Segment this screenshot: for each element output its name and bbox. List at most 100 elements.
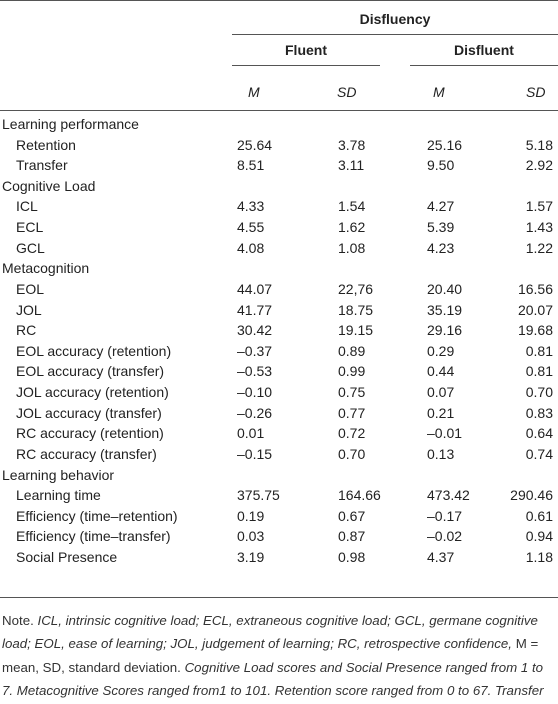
note-text: Cognitive Load scores and Social Presenc…	[2, 659, 544, 698]
row-label: Transfer	[16, 157, 68, 174]
cell-value: 5.18	[525, 136, 553, 153]
cell-value: 8.51	[237, 157, 265, 174]
cell-value: 30.42	[237, 322, 273, 339]
cell-value: 22,76	[338, 280, 374, 297]
cell-value: 0.98	[338, 549, 366, 566]
cell-value: –0.26	[237, 404, 273, 421]
note-text: Note.	[2, 613, 34, 628]
cell-value: 0.77	[338, 404, 366, 421]
cell-value: –0.37	[237, 342, 273, 359]
table-note: Note. ICL, intrinsic cognitive load; ECL…	[2, 609, 554, 704]
cell-value: 0.67	[338, 507, 366, 524]
cell-value: 25.16	[427, 136, 463, 153]
cell-value: –0.01	[427, 425, 463, 442]
row-label: RC accuracy (transfer)	[16, 445, 157, 462]
cell-value: –0.02	[427, 528, 463, 545]
cell-value: 35.19	[427, 301, 463, 318]
cell-value: 44.07	[237, 280, 273, 297]
cell-value: 1.43	[525, 219, 553, 236]
cell-value: 0.19	[237, 507, 265, 524]
note-text: ICL, intrinsic cognitive load; ECL, extr…	[2, 613, 538, 652]
cell-value: 41.77	[237, 301, 273, 318]
stat-header: M	[248, 84, 260, 100]
cell-value: 0.81	[525, 363, 553, 380]
section-title: Learning performance	[2, 116, 139, 132]
row-label: Social Presence	[16, 549, 118, 566]
cell-value: 1.18	[525, 549, 553, 566]
row-label: JOL	[16, 301, 42, 318]
cell-value: 0.89	[338, 342, 366, 359]
cell-value: 1.62	[338, 219, 366, 236]
cell-value: 290.46	[510, 487, 553, 504]
cell-value: 18.75	[338, 301, 374, 318]
cell-value: 3.78	[338, 136, 366, 153]
condition-header: Fluent	[285, 42, 327, 58]
cell-value: 1.54	[338, 198, 366, 215]
cell-value: 0.75	[338, 384, 366, 401]
cell-value: 0.07	[427, 384, 455, 401]
row-label: EOL accuracy (retention)	[16, 342, 172, 359]
stat-header: SD	[526, 84, 546, 100]
cell-value: 0.70	[338, 445, 366, 462]
cell-value: 0.94	[525, 528, 553, 545]
rule	[232, 65, 380, 66]
cell-value: 4.23	[427, 239, 455, 256]
cell-value: 164.66	[338, 487, 381, 504]
rule	[232, 34, 558, 35]
cell-value: 0.70	[525, 384, 553, 401]
stat-header: SD	[337, 84, 357, 100]
section-title: Cognitive Load	[2, 177, 96, 194]
cell-value: 19.68	[517, 322, 553, 339]
rule	[0, 110, 558, 111]
cell-value: 5.39	[427, 219, 455, 236]
cell-value: 4.33	[237, 198, 265, 215]
row-label: JOL accuracy (transfer)	[16, 404, 162, 421]
cell-value: 0.72	[338, 425, 366, 442]
cell-value: 20.40	[427, 280, 463, 297]
cell-value: 9.50	[427, 157, 455, 174]
cell-value: 0.61	[525, 507, 553, 524]
row-label: RC	[16, 322, 37, 339]
cell-value: 1.22	[525, 239, 553, 256]
row-label: GCL	[16, 239, 45, 256]
cell-value: 0.13	[427, 445, 455, 462]
row-label: Efficiency (time–transfer)	[16, 528, 171, 545]
row-label: EOL accuracy (transfer)	[16, 363, 165, 380]
cell-value: 19.15	[338, 322, 374, 339]
cell-value: 0.87	[338, 528, 366, 545]
condition-header: Disfluent	[454, 42, 514, 58]
cell-value: 0.83	[525, 404, 553, 421]
cell-value: 0.21	[427, 404, 455, 421]
cell-value: 0.81	[525, 342, 553, 359]
cell-value: 2.92	[525, 157, 553, 174]
cell-value: –0.15	[237, 445, 273, 462]
cell-value: 4.08	[237, 239, 265, 256]
cell-value: 473.42	[427, 487, 470, 504]
cell-value: 1.57	[525, 198, 553, 215]
cell-value: 3.11	[338, 157, 365, 174]
rule	[410, 65, 558, 66]
stat-header: M	[433, 84, 445, 100]
cell-value: –0.17	[427, 507, 463, 524]
row-label: ICL	[16, 198, 38, 215]
cell-value: 0.03	[237, 528, 265, 545]
row-label: RC accuracy (retention)	[16, 425, 164, 442]
cell-value: –0.10	[237, 384, 273, 401]
cell-value: 0.01	[237, 425, 265, 442]
cell-value: 20.07	[517, 301, 553, 318]
row-label: JOL accuracy (retention)	[16, 384, 169, 401]
cell-value: 25.64	[237, 136, 273, 153]
cell-value: 16.56	[517, 280, 553, 297]
row-label: EOL	[16, 280, 45, 297]
cell-value: 0.74	[525, 445, 553, 462]
cell-value: 4.55	[237, 219, 265, 236]
cell-value: 0.99	[338, 363, 366, 380]
cell-value: 0.64	[525, 425, 553, 442]
rule	[0, 597, 558, 598]
cell-value: 4.27	[427, 198, 455, 215]
note-text: M = mean, SD, standard deviation.	[2, 636, 539, 675]
cell-value: 29.16	[427, 322, 463, 339]
section-title: Learning behavior	[2, 466, 115, 483]
row-label: ECL	[16, 219, 44, 236]
